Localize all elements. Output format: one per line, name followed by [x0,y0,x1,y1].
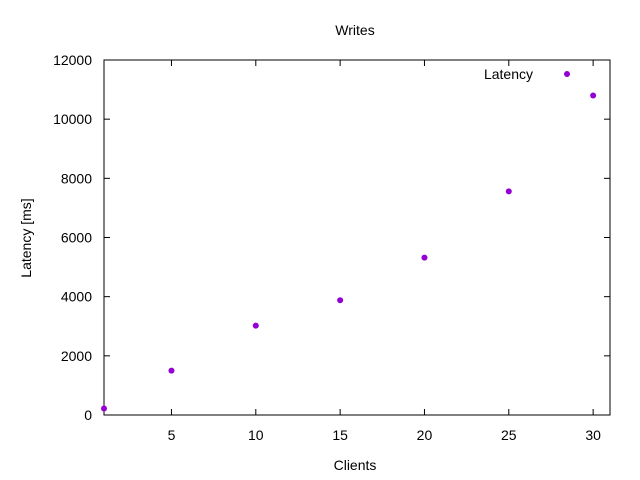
data-points [101,92,597,412]
legend: Latency [484,66,570,82]
data-point [252,322,259,329]
y-tick-label: 6000 [61,230,92,246]
y-axis-label: Latency [ms] [18,198,34,277]
x-tick-label: 5 [168,427,176,443]
chart-title: Writes [335,22,374,38]
x-axis-label: Clients [334,457,377,473]
y-tick-label: 0 [84,407,92,423]
data-point [590,92,597,99]
data-point [101,405,107,412]
legend-marker [564,71,570,77]
x-tick-label: 15 [332,427,348,443]
y-tick-label: 2000 [61,348,92,364]
data-point [168,367,175,374]
x-tick-label: 30 [585,427,601,443]
axis-tick-labels: 5 10 15 20 25 30 0 2000 4000 6000 8000 10000 12000 [53,52,601,443]
data-point [421,254,428,261]
data-point [505,188,512,195]
y-tick-label: 4000 [61,289,92,305]
legend-label: Latency [484,66,533,82]
y-tick-label: 8000 [61,170,92,186]
data-point [337,297,344,304]
y-tick-label: 12000 [53,52,92,68]
axis-ticks [104,59,610,416]
x-tick-label: 25 [501,427,517,443]
x-tick-label: 20 [417,427,433,443]
y-tick-label: 10000 [53,111,92,127]
x-tick-label: 10 [248,427,264,443]
plot-area-frame [103,59,611,416]
